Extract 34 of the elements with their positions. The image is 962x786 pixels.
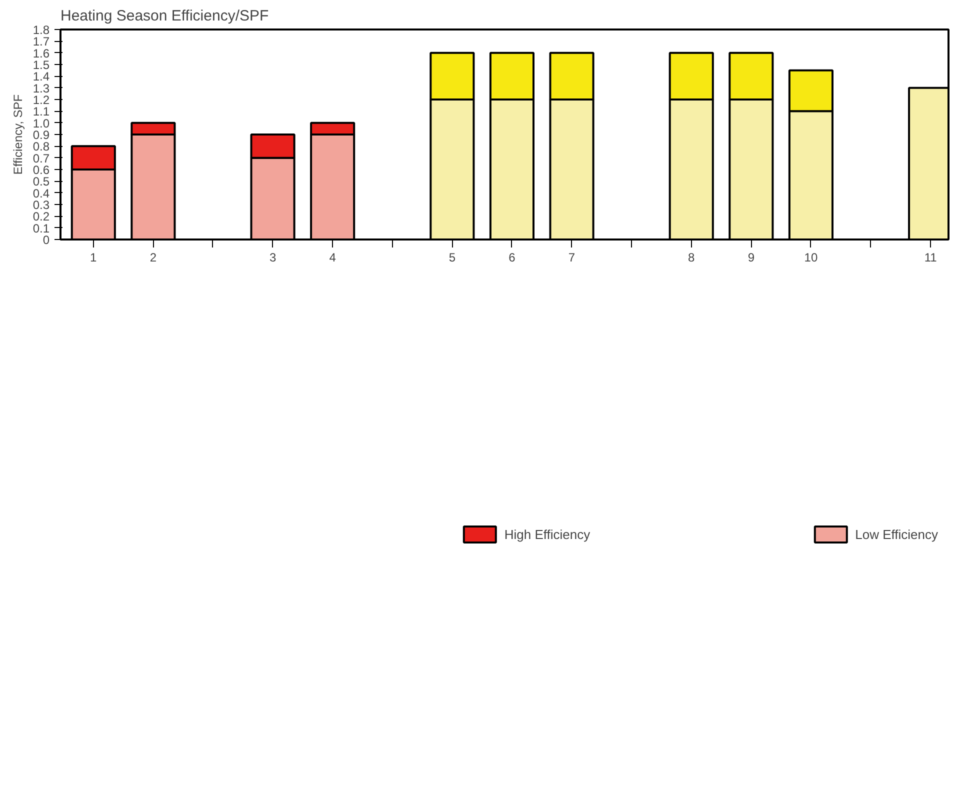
y-tick-label: 0.7	[32, 151, 50, 166]
y-tick-label: 0.6	[32, 163, 50, 177]
x-tick-label: 11	[924, 250, 938, 264]
x-tick-label: 4	[329, 250, 336, 264]
y-tick-label: 0.2	[32, 210, 50, 224]
y-tick-label: 1.5	[32, 58, 50, 72]
legend-label: Low Efficiency	[855, 526, 938, 542]
x-tick-label: 9	[748, 250, 755, 264]
x-tick-label: 3	[269, 250, 276, 264]
x-tick-label: 7	[568, 250, 576, 264]
chart-title: Heating Season Efficiency/SPF	[60, 8, 269, 24]
y-tick-label: 0.1	[32, 221, 50, 236]
y-tick-label: 1.0	[32, 116, 50, 130]
x-tick-label: 6	[508, 250, 516, 264]
y-tick-label: 0.8	[32, 140, 50, 154]
y-tick-label: 0.3	[32, 198, 50, 212]
y-axis-title: Efficiency, SPF	[10, 94, 25, 175]
y-tick-label: 1.8	[32, 23, 50, 37]
legend-label: High Efficiency	[504, 526, 590, 542]
x-tick-label: 5	[448, 250, 456, 264]
x-tick-label: 1	[90, 250, 98, 264]
y-tick-label: 1.4	[32, 70, 50, 84]
x-tick-label: 10	[804, 250, 818, 264]
y-tick-label: 1.2	[32, 93, 50, 107]
x-tick-label: 8	[688, 250, 696, 264]
x-tick-label: 2	[150, 250, 157, 264]
y-tick-label: 0.9	[32, 128, 50, 142]
y-tick-label: 1.7	[32, 34, 50, 49]
y-tick-label: 1.1	[32, 104, 50, 119]
y-tick-label: 0.4	[32, 186, 50, 200]
y-tick-label: 1.6	[32, 46, 50, 60]
y-tick-label: 0	[42, 233, 50, 247]
y-tick-label: 0.5	[32, 174, 50, 189]
y-tick-label: 1.3	[32, 81, 50, 96]
